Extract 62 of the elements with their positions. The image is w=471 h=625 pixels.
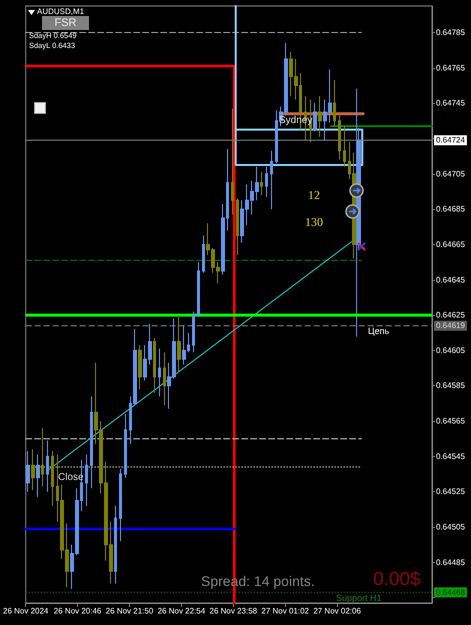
candlestick (260, 172, 263, 196)
candlestick (343, 126, 346, 168)
candlestick (41, 428, 44, 487)
annotation: Support H1 (336, 592, 382, 602)
candlestick (114, 505, 117, 584)
candlestick (124, 414, 127, 478)
y-tick-label: 0.64565 (436, 416, 466, 426)
x-tick-label: 27 Nov 02:06 (313, 606, 362, 616)
candlestick (31, 448, 35, 490)
x-tick-label: 26 Nov 22:54 (158, 606, 206, 616)
ref-line-label: 0.64619 (436, 321, 466, 330)
annotation: 130 (305, 215, 323, 229)
candlestick (318, 96, 322, 138)
candlestick (163, 352, 166, 406)
candlestick (138, 344, 142, 390)
y-tick-label: 0.64525 (436, 487, 466, 496)
y-tick-label: 0.64765 (436, 63, 466, 72)
x-tick-label: 27 Nov 01:02 (261, 606, 310, 616)
candlestick (158, 348, 161, 397)
y-tick-label: 0.64685 (436, 204, 466, 214)
annotation: 0.00$ (373, 568, 421, 590)
candlestick (197, 262, 200, 318)
x-tick-label: 26 Nov 21:50 (106, 606, 154, 616)
x-tick-label: 26 Nov 23:58 (210, 606, 258, 616)
candlestick (338, 115, 341, 160)
candlestick (46, 440, 49, 492)
x-tick-label: 26 Nov 20:46 (54, 606, 102, 616)
candlestick (182, 325, 186, 366)
candlestick (333, 80, 336, 127)
chart-title: AUDUSD,M1 (37, 7, 84, 16)
y-tick-label: 0.64505 (436, 522, 466, 532)
ref-line-label: 0.64724 (436, 136, 466, 145)
candlestick (313, 102, 317, 132)
button: FSR (42, 16, 89, 30)
candlestick (231, 108, 234, 215)
candlestick (90, 396, 93, 489)
candlestick (177, 314, 181, 372)
y-tick-label: 0.64645 (436, 275, 466, 284)
candlestick (153, 338, 156, 394)
y-tick-label: 0.64705 (436, 169, 466, 178)
y-tick-label: 0.64785 (436, 28, 466, 37)
candlestick (265, 166, 268, 198)
candlestick (192, 311, 195, 353)
candlestick (202, 235, 205, 274)
y-tick-label: 0.64545 (436, 452, 466, 461)
candlestick (85, 454, 88, 506)
y-tick-label: 0.64665 (436, 240, 466, 249)
candlestick (26, 450, 30, 492)
y-tick-label: 0.64625 (436, 310, 466, 320)
annotation: 12 (308, 188, 320, 202)
candlestick (36, 454, 40, 498)
x-tick-label: 26 Nov 2024 (2, 606, 49, 616)
y-tick-label: 0.64605 (436, 346, 466, 355)
candlestick (119, 468, 122, 542)
candlestick (236, 198, 239, 256)
candlestick (51, 450, 54, 506)
y-tick-label: 0.64585 (436, 381, 466, 390)
ref-line-label: 0.64468 (436, 588, 466, 597)
annotation: Цепь (368, 326, 390, 336)
y-tick-label: 0.64485 (436, 558, 466, 567)
candlestick (270, 150, 273, 210)
y-tick-label: 0.64745 (436, 98, 466, 108)
